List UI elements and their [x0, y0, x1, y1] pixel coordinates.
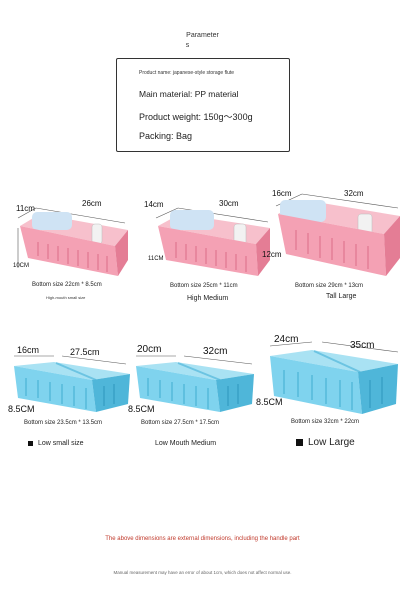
pink-medium-width: 14cm — [144, 200, 164, 209]
pink-basket-medium-image — [155, 207, 270, 276]
blue-basket-large-image — [269, 341, 399, 414]
page-title: Parameter s — [185, 32, 219, 49]
blue-large-bottom-size: Bottom size 32cm * 22cm — [291, 419, 360, 425]
blue-large-width: 24cm — [274, 334, 299, 345]
pink-medium-length: 30cm — [219, 199, 239, 208]
blue-large-height: 8.5CM — [256, 397, 283, 407]
parameters-box: Product name: japanese-style storage flu… — [116, 58, 290, 152]
pink-basket-large-image — [275, 193, 400, 276]
blue-large-caption: Low Large — [296, 437, 355, 448]
square-bullet-icon — [28, 440, 33, 446]
measurement-error-note: Manual measurement may have an error of … — [113, 570, 292, 575]
pink-basket-small-image — [17, 207, 128, 276]
blue-medium-caption: Low Mouth Medium — [155, 440, 217, 447]
external-dimensions-note: The above dimensions are external dimens… — [105, 536, 300, 542]
pink-medium-height: 11CM — [148, 256, 164, 262]
blue-small-bottom-size: Bottom size 23.5cm * 13.5cm — [24, 420, 103, 426]
blue-medium-height: 8.5CM — [128, 404, 155, 414]
blue-medium-bottom-size: Bottom size 27.5cm * 17.5cm — [141, 420, 220, 426]
blue-medium-length: 32cm — [203, 346, 228, 357]
blue-small-width: 16cm — [17, 345, 40, 355]
pink-large-height: 12cm — [262, 250, 282, 259]
packing: Packing: Bag — [139, 131, 193, 141]
main-material: Main material: PP material — [139, 89, 239, 99]
blue-large-length: 35cm — [350, 340, 375, 351]
pink-large-caption: Tall Large — [326, 293, 357, 300]
pink-large-bottom-size: Bottom size 29cm * 13cm — [295, 283, 364, 289]
blue-medium-width: 20cm — [137, 344, 162, 355]
blue-basket-small-image — [14, 355, 130, 412]
pink-medium-caption: High Medium — [187, 295, 229, 302]
pink-small-width: 11cm — [16, 204, 35, 213]
square-bullet-icon — [296, 438, 303, 446]
pink-large-length: 32cm — [344, 189, 364, 198]
pink-small-length: 26cm — [82, 199, 102, 208]
blue-small-height: 8.5CM — [8, 404, 35, 414]
product-name: Product name: japanese-style storage flu… — [139, 70, 235, 76]
pink-small-height: 10CM — [13, 263, 30, 269]
blue-basket-medium-image — [136, 355, 254, 412]
blue-small-caption: Low small size — [28, 440, 84, 447]
pink-small-bottom-size: Bottom size 22cm * 8.5cm — [32, 282, 102, 288]
pink-small-caption: High-mouth small size — [46, 295, 86, 300]
blue-small-length: 27.5cm — [70, 347, 100, 357]
pink-medium-bottom-size: Bottom size 25cm * 11cm — [170, 283, 238, 289]
product-weight: Product weight: 150g～300g — [139, 112, 253, 122]
pink-large-width: 16cm — [272, 189, 292, 198]
